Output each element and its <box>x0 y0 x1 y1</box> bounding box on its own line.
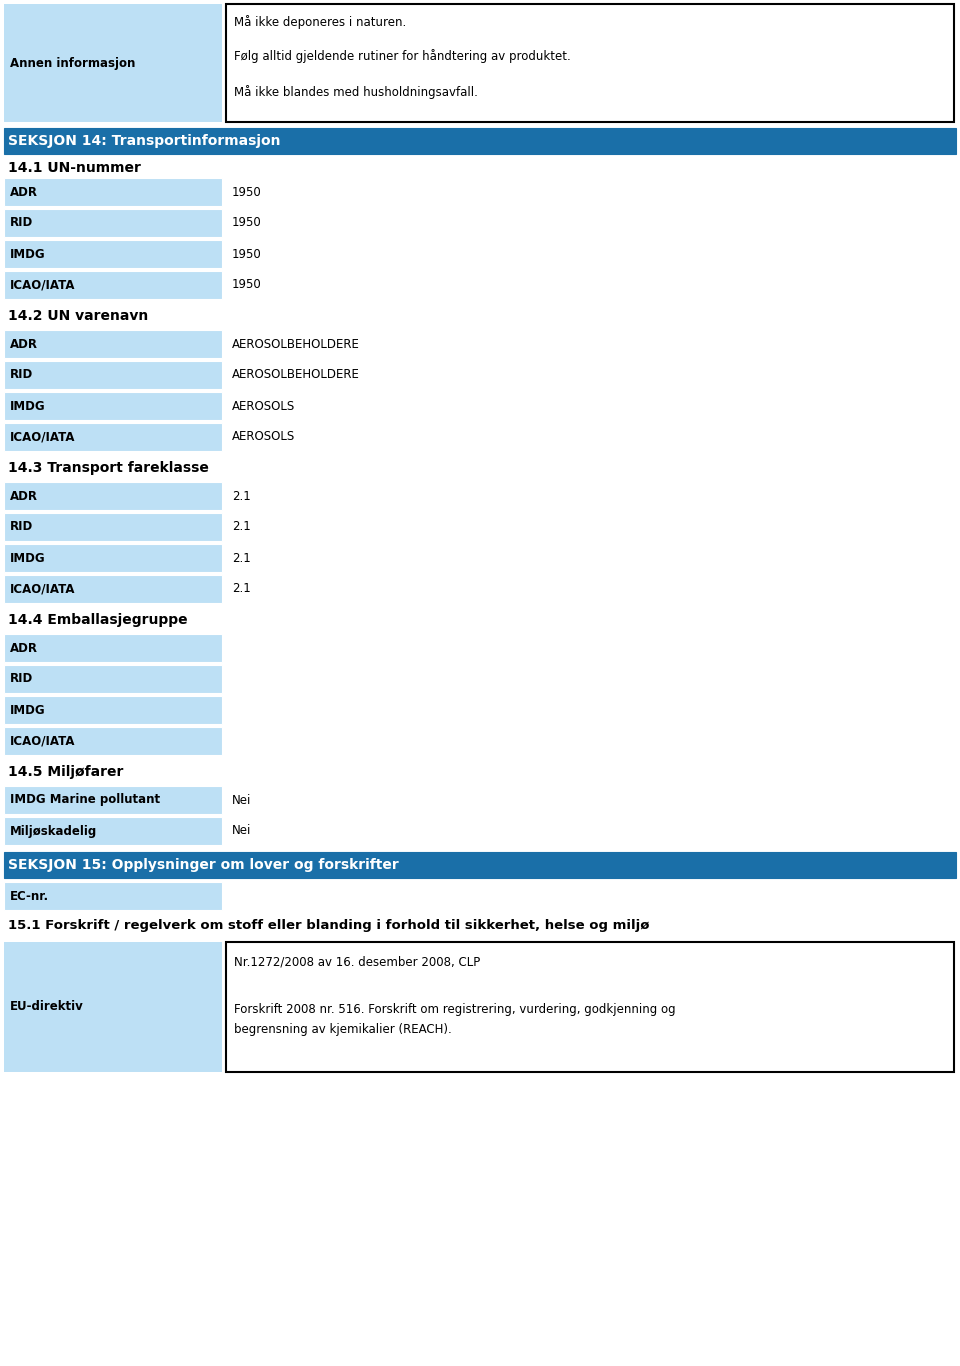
Text: EU-direktiv: EU-direktiv <box>10 1000 84 1014</box>
Text: ICAO/IATA: ICAO/IATA <box>10 430 76 444</box>
Text: ADR: ADR <box>10 337 38 351</box>
Text: 15.1 Forskrift / regelverk om stoff eller blanding i forhold til sikkerhet, hels: 15.1 Forskrift / regelverk om stoff elle… <box>8 919 650 933</box>
Bar <box>4 4 222 122</box>
Text: begrensning av kjemikalier (REACH).: begrensning av kjemikalier (REACH). <box>234 1023 452 1037</box>
Text: AEROSOLS: AEROSOLS <box>232 430 296 444</box>
Text: RID: RID <box>10 672 34 686</box>
Bar <box>4 270 222 299</box>
Text: SEKSJON 14: Transportinformasjon: SEKSJON 14: Transportinformasjon <box>8 134 280 148</box>
Bar <box>4 178 222 206</box>
Bar <box>4 852 956 878</box>
Text: ADR: ADR <box>10 489 38 503</box>
Bar <box>4 575 222 602</box>
Text: Nei: Nei <box>232 794 252 806</box>
Text: RID: RID <box>10 369 34 381</box>
Text: Følg alltid gjeldende rutiner for håndtering av produktet.: Følg alltid gjeldende rutiner for håndte… <box>234 49 571 63</box>
Text: AEROSOLBEHOLDERE: AEROSOLBEHOLDERE <box>232 337 360 351</box>
Bar <box>4 482 222 510</box>
Text: 2.1: 2.1 <box>232 552 251 564</box>
Bar <box>4 634 222 663</box>
Bar <box>4 817 222 846</box>
Bar <box>4 697 222 724</box>
Text: 14.2 UN varenavn: 14.2 UN varenavn <box>8 309 148 322</box>
Text: Må ikke deponeres i naturen.: Må ikke deponeres i naturen. <box>234 15 406 29</box>
Text: ICAO/IATA: ICAO/IATA <box>10 735 76 747</box>
Text: 1950: 1950 <box>232 279 262 291</box>
Text: Forskrift 2008 nr. 516. Forskrift om registrering, vurdering, godkjenning og: Forskrift 2008 nr. 516. Forskrift om reg… <box>234 1004 676 1016</box>
Bar <box>226 4 954 122</box>
Bar <box>4 128 956 154</box>
Text: RID: RID <box>10 520 34 534</box>
Bar <box>4 361 222 389</box>
Text: ADR: ADR <box>10 186 38 198</box>
Bar <box>4 423 222 451</box>
Text: 1950: 1950 <box>232 216 262 229</box>
Text: ADR: ADR <box>10 642 38 654</box>
Bar <box>4 785 222 814</box>
Bar <box>4 665 222 693</box>
Text: 14.4 Emballasjegruppe: 14.4 Emballasjegruppe <box>8 613 187 627</box>
Text: SEKSJON 15: Opplysninger om lover og forskrifter: SEKSJON 15: Opplysninger om lover og for… <box>8 858 398 872</box>
Bar <box>4 943 222 1072</box>
Bar <box>4 209 222 236</box>
Text: 14.3 Transport fareklasse: 14.3 Transport fareklasse <box>8 460 209 475</box>
Text: IMDG Marine pollutant: IMDG Marine pollutant <box>10 794 160 806</box>
Text: Annen informasjon: Annen informasjon <box>10 56 135 70</box>
Text: IMDG: IMDG <box>10 247 46 261</box>
Text: Må ikke blandes med husholdningsavfall.: Må ikke blandes med husholdningsavfall. <box>234 85 478 98</box>
Text: Nr.1272/2008 av 16. desember 2008, CLP: Nr.1272/2008 av 16. desember 2008, CLP <box>234 955 480 968</box>
Text: AEROSOLS: AEROSOLS <box>232 399 296 413</box>
Bar <box>4 727 222 755</box>
Text: Miljøskadelig: Miljøskadelig <box>10 825 97 837</box>
Text: 14.5 Miljøfarer: 14.5 Miljøfarer <box>8 765 124 779</box>
Text: 1950: 1950 <box>232 186 262 198</box>
Text: 1950: 1950 <box>232 247 262 261</box>
Text: IMDG: IMDG <box>10 552 46 564</box>
Text: 2.1: 2.1 <box>232 582 251 596</box>
Bar <box>4 392 222 419</box>
Text: ICAO/IATA: ICAO/IATA <box>10 279 76 291</box>
Text: IMDG: IMDG <box>10 399 46 413</box>
Text: 2.1: 2.1 <box>232 520 251 534</box>
Bar <box>4 240 222 268</box>
Text: Nei: Nei <box>232 825 252 837</box>
Bar <box>4 331 222 358</box>
Bar <box>226 943 954 1072</box>
Text: 2.1: 2.1 <box>232 489 251 503</box>
Text: IMDG: IMDG <box>10 703 46 717</box>
Text: ICAO/IATA: ICAO/IATA <box>10 582 76 596</box>
Text: RID: RID <box>10 216 34 229</box>
Bar <box>4 544 222 572</box>
Text: AEROSOLBEHOLDERE: AEROSOLBEHOLDERE <box>232 369 360 381</box>
Text: 14.1 UN-nummer: 14.1 UN-nummer <box>8 161 141 175</box>
Bar <box>4 514 222 541</box>
Bar <box>4 882 222 910</box>
Text: EC-nr.: EC-nr. <box>10 889 49 903</box>
